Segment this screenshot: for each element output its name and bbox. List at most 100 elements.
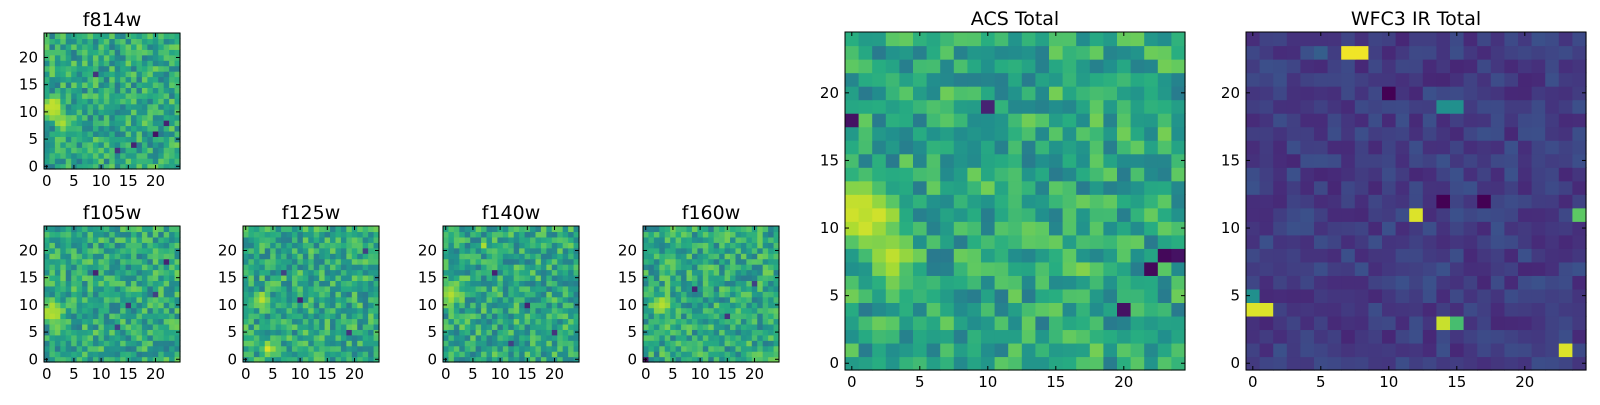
heatmap-cell: [1545, 221, 1560, 236]
heatmap-cell: [158, 87, 165, 94]
heatmap-cell: [1463, 140, 1478, 155]
heatmap-cell: [49, 147, 56, 154]
heatmap-cell: [324, 296, 331, 303]
heatmap-cell: [664, 313, 671, 320]
heatmap-cell: [82, 291, 89, 298]
heatmap-cell: [362, 258, 369, 265]
heatmap-cell: [751, 258, 758, 265]
heatmap-cell: [524, 274, 531, 281]
heatmap-cell: [71, 340, 78, 347]
heatmap-cell: [264, 258, 271, 265]
heatmap-cell: [346, 313, 353, 320]
heatmap-cell: [670, 242, 677, 249]
heatmap-cell: [163, 269, 170, 276]
heatmap-cell: [368, 231, 375, 238]
heatmap-cell: [719, 226, 726, 233]
heatmap-cell: [253, 291, 260, 298]
heatmap-cell: [335, 340, 342, 347]
heatmap-cell: [768, 296, 775, 303]
heatmap-cell: [1300, 248, 1315, 263]
panel-title: f125w: [282, 202, 341, 224]
heatmap-cell: [491, 226, 498, 233]
heatmap-cell: [697, 296, 704, 303]
heatmap-cell: [746, 285, 753, 292]
heatmap-cell: [475, 247, 482, 254]
heatmap-cell: [899, 207, 914, 222]
heatmap-cell: [302, 345, 309, 352]
heatmap-cell: [351, 269, 358, 276]
heatmap-cell: [259, 236, 266, 243]
heatmap-cell: [773, 280, 780, 287]
heatmap-cell: [1259, 194, 1274, 209]
heatmap-cell: [82, 356, 89, 363]
heatmap-cell: [136, 158, 143, 165]
heatmap-cell: [1382, 302, 1397, 317]
heatmap-cell: [502, 345, 509, 352]
heatmap-cell: [1300, 140, 1315, 155]
heatmap-cell: [92, 318, 99, 325]
heatmap-cell: [1117, 126, 1132, 141]
heatmap-cell: [1572, 207, 1587, 222]
heatmap-cell: [330, 302, 337, 309]
heatmap-cell: [653, 356, 660, 363]
heatmap-cell: [125, 334, 132, 341]
heatmap-cell: [1327, 86, 1342, 101]
heatmap-cell: [136, 296, 143, 303]
heatmap-cell: [87, 71, 94, 78]
heatmap-cell: [71, 280, 78, 287]
heatmap-cell: [335, 280, 342, 287]
heatmap-cell: [551, 269, 558, 276]
heatmap-cell: [357, 253, 364, 260]
heatmap-cell: [368, 253, 375, 260]
heatmap-cell: [1103, 207, 1118, 222]
heatmap-cell: [141, 152, 148, 159]
heatmap-cell: [762, 247, 769, 254]
heatmap-cell: [1463, 221, 1478, 236]
heatmap-cell: [1286, 113, 1301, 128]
heatmap-cell: [357, 258, 364, 265]
heatmap-cell: [1422, 140, 1437, 155]
heatmap-cell: [1130, 288, 1145, 303]
heatmap-cell: [1531, 207, 1546, 222]
heatmap-cell: [713, 226, 720, 233]
heatmap-cell: [524, 247, 531, 254]
heatmap-cell: [1171, 140, 1186, 155]
heatmap-cell: [308, 313, 315, 320]
heatmap-cell: [659, 274, 666, 281]
heatmap-cell: [136, 54, 143, 61]
heatmap-cell: [519, 318, 526, 325]
heatmap-cell: [773, 264, 780, 271]
heatmap-cell: [346, 242, 353, 249]
heatmap-cell: [1354, 72, 1369, 87]
heatmap-cell: [340, 307, 347, 314]
heatmap-cell: [713, 345, 720, 352]
heatmap-cell: [54, 120, 61, 127]
heatmap-cell: [1300, 153, 1315, 168]
y-tick-label: 15: [19, 76, 38, 94]
heatmap-cell: [120, 236, 127, 243]
heatmap-cell: [286, 318, 293, 325]
heatmap-cell: [1144, 234, 1159, 249]
heatmap-cell: [994, 207, 1009, 222]
heatmap-cell: [757, 318, 764, 325]
heatmap-cell: [340, 323, 347, 330]
heatmap-cell: [158, 334, 165, 341]
heatmap-cell: [65, 280, 72, 287]
heatmap-cell: [953, 207, 968, 222]
heatmap-cell: [103, 323, 110, 330]
heatmap-cell: [746, 313, 753, 320]
heatmap-cell: [125, 114, 132, 121]
heatmap-cell: [486, 258, 493, 265]
heatmap-cell: [131, 125, 138, 132]
heatmap-cell: [697, 291, 704, 298]
heatmap-cell: [362, 302, 369, 309]
heatmap-cell: [551, 253, 558, 260]
heatmap-cell: [302, 329, 309, 336]
heatmap-cell: [1314, 113, 1329, 128]
heatmap-cell: [664, 356, 671, 363]
heatmap-cell: [1035, 342, 1050, 358]
heatmap-cell: [1368, 288, 1383, 303]
heatmap-cell: [562, 226, 569, 233]
heatmap-cell: [508, 274, 515, 281]
heatmap-cell: [357, 351, 364, 358]
